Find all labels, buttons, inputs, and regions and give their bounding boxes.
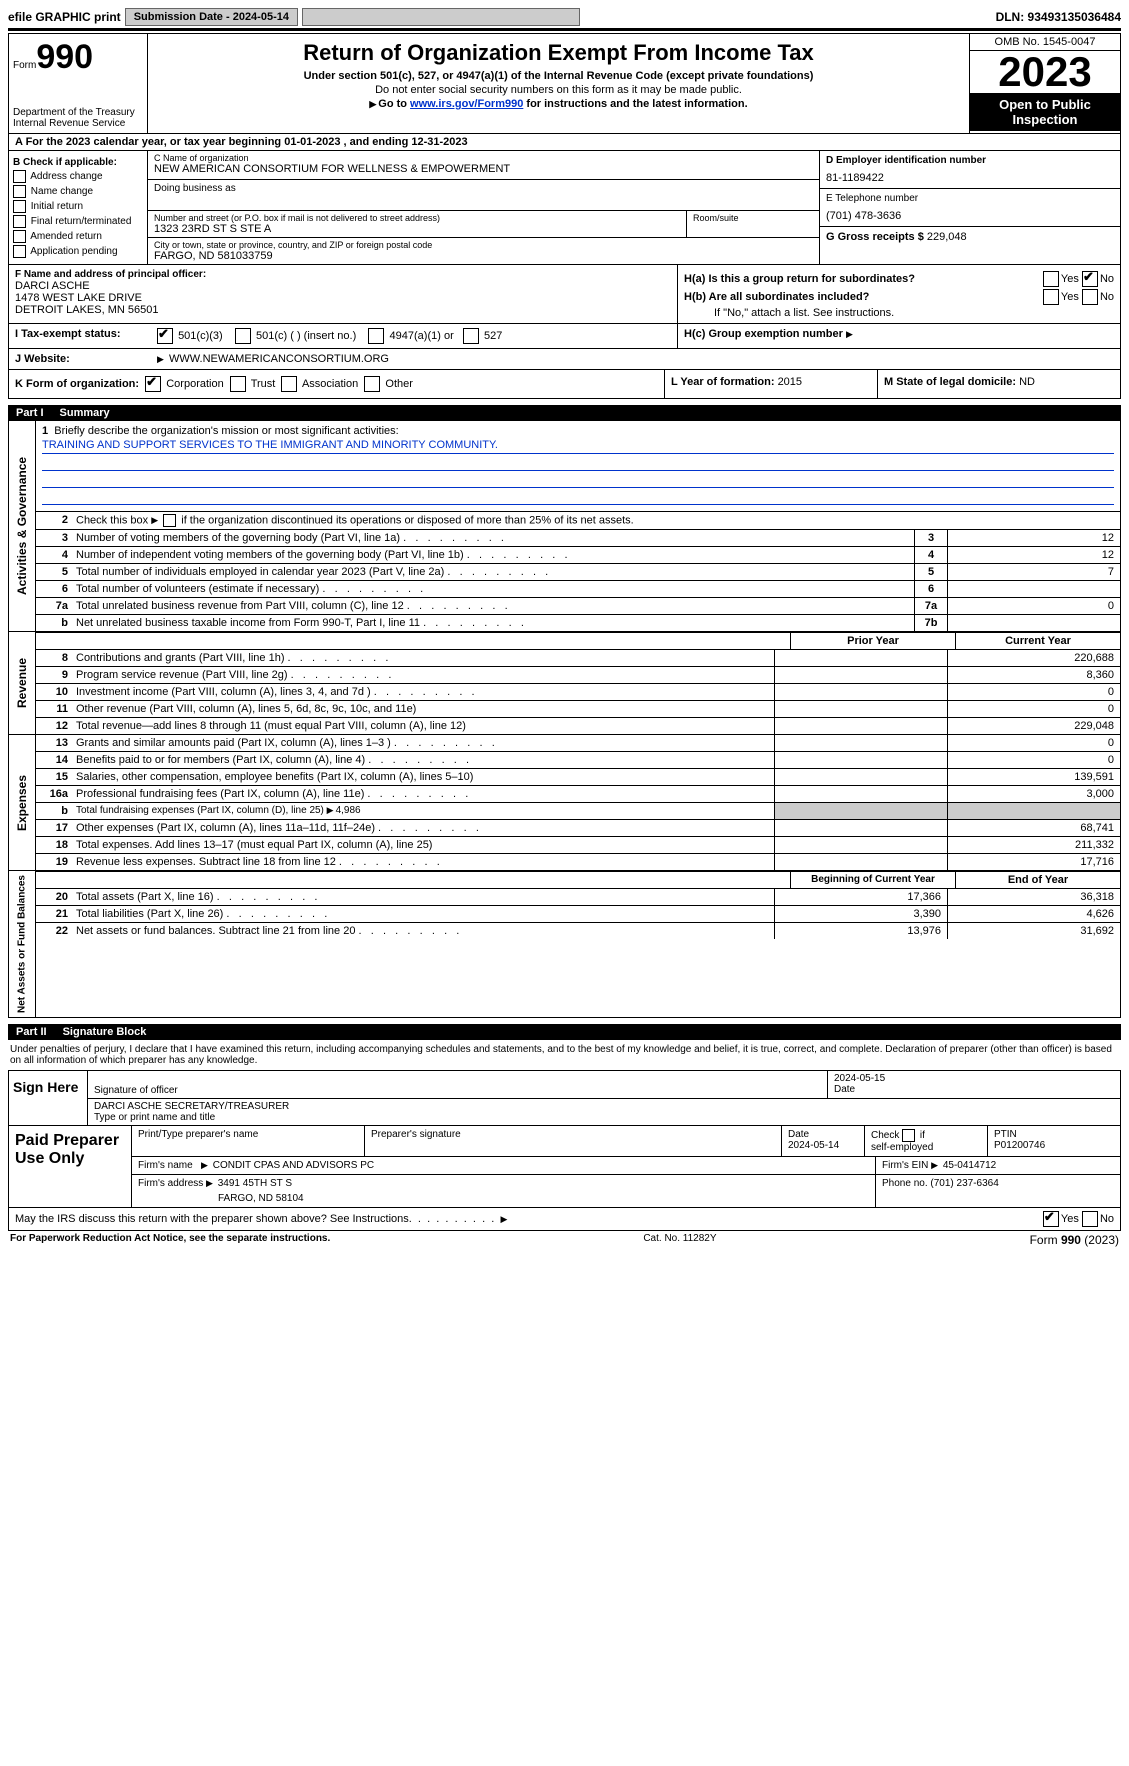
box-e-phone: E Telephone number (701) 478-3636 (820, 189, 1120, 227)
vtab-rev: Revenue (9, 632, 36, 734)
box-room: Room/suite (687, 211, 819, 238)
cb-501c3[interactable] (157, 328, 173, 344)
cb-ha-no[interactable] (1082, 271, 1098, 287)
website-value: WWW.NEWAMERICANCONSORTIUM.ORG (169, 353, 389, 365)
cb-other[interactable] (364, 376, 380, 392)
tax-year: 2023 (970, 51, 1120, 93)
col-b-checkboxes: B Check if applicable: Address change Na… (9, 151, 148, 264)
cb-hb-no[interactable] (1082, 289, 1098, 305)
form-header: Form990 Department of the Treasury Inter… (8, 33, 1121, 134)
row-j: J Website: WWW.NEWAMERICANCONSORTIUM.ORG (8, 349, 1121, 370)
part-1-header: Part ISummary (8, 405, 1121, 421)
sign-here-block: Sign Here Signature of officer 2024-05-1… (8, 1070, 1121, 1126)
cb-discuss-no[interactable] (1082, 1211, 1098, 1227)
cb-amended[interactable] (13, 230, 26, 243)
penalty-text: Under penalties of perjury, I declare th… (8, 1040, 1121, 1070)
summary-rev: Revenue Prior YearCurrent Year 8Contribu… (8, 632, 1121, 735)
submission-date-button[interactable]: Submission Date - 2024-05-14 (125, 8, 298, 26)
vtab-na: Net Assets or Fund Balances (9, 871, 36, 1017)
part-2-header: Part IISignature Block (8, 1024, 1121, 1040)
form-number: Form990 (13, 38, 143, 77)
form-title: Return of Organization Exempt From Incom… (154, 40, 963, 66)
cb-trust[interactable] (230, 376, 246, 392)
top-bar: efile GRAPHIC print Submission Date - 20… (8, 8, 1121, 26)
paid-preparer-block: Paid Preparer Use Only Print/Type prepar… (8, 1126, 1121, 1208)
cb-name-change[interactable] (13, 185, 26, 198)
subtitle-3: Go to www.irs.gov/Form990 for instructio… (154, 98, 963, 110)
box-l: L Year of formation: 2015 (664, 370, 877, 398)
blank-button[interactable] (302, 8, 580, 26)
cb-self-emp[interactable] (902, 1129, 915, 1142)
subtitle-2: Do not enter social security numbers on … (154, 84, 963, 96)
row-klm: K Form of organization: Corporation Trus… (8, 370, 1121, 399)
box-k: K Form of organization: Corporation Trus… (9, 370, 664, 398)
cb-initial-return[interactable] (13, 200, 26, 213)
summary-exp: Expenses 13Grants and similar amounts pa… (8, 735, 1121, 871)
row-i: I Tax-exempt status: 501(c)(3) 501(c) ( … (8, 324, 1121, 349)
box-hc: H(c) Group exemption number (677, 324, 1120, 348)
box-h: H(a) Is this a group return for subordin… (678, 265, 1120, 323)
box-g-receipts: G Gross receipts $ 229,048 (820, 227, 1120, 247)
subtitle-1: Under section 501(c), 527, or 4947(a)(1)… (154, 70, 963, 82)
cb-ha-yes[interactable] (1043, 271, 1059, 287)
box-street: Number and street (or P.O. box if mail i… (148, 211, 687, 238)
cb-4947[interactable] (368, 328, 384, 344)
mission-text: TRAINING AND SUPPORT SERVICES TO THE IMM… (42, 439, 1114, 454)
cb-app-pending[interactable] (13, 245, 26, 258)
irs-link[interactable]: www.irs.gov/Form990 (410, 98, 523, 110)
tax-exempt-opts: 501(c)(3) 501(c) ( ) (insert no.) 4947(a… (151, 324, 677, 348)
summary-ag: Activities & Governance 1 Briefly descri… (8, 421, 1121, 632)
dln-label: DLN: 93493135036484 (996, 10, 1121, 24)
cb-final-return[interactable] (13, 215, 26, 228)
vtab-exp: Expenses (9, 735, 36, 870)
cb-address-change[interactable] (13, 170, 26, 183)
box-dba: Doing business as (148, 180, 819, 211)
efile-label: efile GRAPHIC print (8, 10, 121, 24)
box-m: M State of legal domicile: ND (877, 370, 1120, 398)
info-grid: B Check if applicable: Address change Na… (8, 151, 1121, 265)
cb-hb-yes[interactable] (1043, 289, 1059, 305)
vtab-ag: Activities & Governance (9, 421, 36, 631)
box-d-ein: D Employer identification number 81-1189… (820, 151, 1120, 189)
cb-527[interactable] (463, 328, 479, 344)
cb-501c[interactable] (235, 328, 251, 344)
footer: For Paperwork Reduction Act Notice, see … (8, 1231, 1121, 1249)
cb-discuss-yes[interactable] (1043, 1211, 1059, 1227)
row-fh: F Name and address of principal officer:… (8, 265, 1121, 324)
cb-discontinued[interactable] (163, 514, 176, 527)
cb-assoc[interactable] (281, 376, 297, 392)
row-a-tax-year: A For the 2023 calendar year, or tax yea… (8, 134, 1121, 151)
box-f-officer: F Name and address of principal officer:… (9, 265, 678, 323)
box-c-name: C Name of organization NEW AMERICAN CONS… (148, 151, 819, 180)
summary-na: Net Assets or Fund Balances Beginning of… (8, 871, 1121, 1018)
dept-label: Department of the Treasury Internal Reve… (13, 107, 143, 129)
cb-corp[interactable] (145, 376, 161, 392)
discuss-row: May the IRS discuss this return with the… (8, 1208, 1121, 1231)
box-city: City or town, state or province, country… (148, 238, 819, 264)
open-public-badge: Open to Public Inspection (970, 93, 1120, 131)
